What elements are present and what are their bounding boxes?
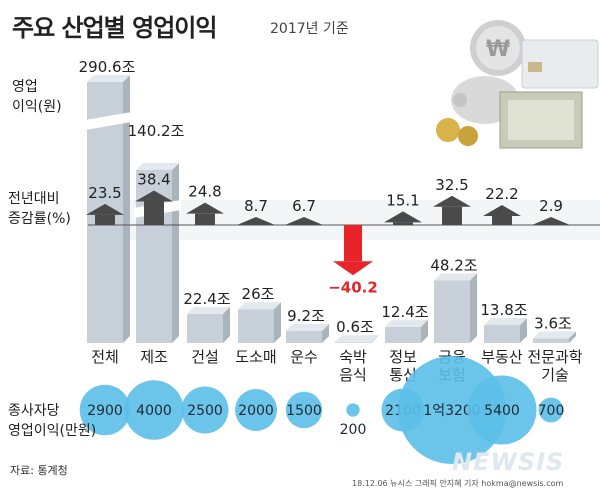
- avg-bubble: [538, 397, 564, 423]
- avg-bubble: [467, 375, 537, 445]
- profit-bar: [434, 273, 477, 343]
- profit-bar: [335, 335, 378, 343]
- avg-bubble: [285, 391, 323, 429]
- profit-bar: [533, 331, 576, 343]
- category-label: 기술: [541, 366, 569, 384]
- avg-bubble: [398, 356, 506, 464]
- change-arrow: [333, 225, 373, 276]
- credit-note: 18.12.06 뉴시스 그래픽 안지혜 기자 hokma@newsis.com: [352, 479, 564, 488]
- profit-bar: [484, 318, 527, 343]
- profit-value-label: 140.2조: [128, 122, 185, 140]
- won-coin-icon: ₩: [486, 37, 510, 62]
- year-note: 2017년 기준: [270, 21, 349, 37]
- avg-bubble: [234, 388, 278, 432]
- change-arrow: [86, 203, 124, 225]
- source-note: 자료: 통계청: [10, 464, 68, 477]
- change-value-label: 6.7: [292, 197, 316, 215]
- profit-value-label: 9.2조: [287, 307, 325, 325]
- change-arrow: [186, 202, 224, 225]
- category-label: 운수: [290, 348, 318, 366]
- category-label: 전문과학: [527, 348, 582, 366]
- avg-label-2: 영업이익(만원): [8, 423, 97, 439]
- avg-bubble: [79, 384, 131, 436]
- profit-value-label: 12.4조: [381, 303, 428, 321]
- profit-value-label: 290.6조: [79, 58, 136, 76]
- profit-bar: [136, 163, 179, 343]
- avg-bubble: [124, 380, 184, 440]
- change-value-label: 8.7: [244, 197, 268, 215]
- profit-bar: [385, 319, 428, 343]
- change-arrow: [433, 195, 471, 225]
- category-label: 도소매: [235, 348, 276, 366]
- profit-value-label: 26조: [242, 285, 275, 303]
- change-arrow: [483, 205, 521, 225]
- avg-value-label: 1500: [286, 403, 322, 419]
- change-value-label: 24.8: [188, 183, 221, 201]
- change-arrow: [384, 211, 422, 225]
- profit-bar: [286, 324, 329, 343]
- category-label: 전체: [91, 348, 119, 366]
- change-arrow: [285, 217, 323, 225]
- profit-label-2: 이익(원): [12, 99, 62, 115]
- avg-value-label: 2900: [87, 403, 123, 419]
- category-label: 음식: [339, 366, 367, 384]
- profit-value-label: 0.6조: [336, 318, 374, 336]
- change-arrow: [135, 190, 173, 225]
- avg-value-label: 2000: [238, 403, 274, 419]
- avg-value-label: 700: [538, 403, 565, 419]
- change-value-label: 32.5: [435, 176, 468, 194]
- category-label: 숙박: [339, 348, 367, 366]
- category-label: 제조: [140, 348, 168, 366]
- change-value-label: 23.5: [88, 184, 121, 202]
- profit-bar: [238, 302, 281, 343]
- category-label: 건설: [191, 348, 219, 366]
- avg-bubble: [181, 386, 229, 434]
- category-label: 부동산: [481, 348, 523, 366]
- category-label: 정보: [389, 348, 417, 366]
- newsis-logo: NEWSIS: [452, 448, 565, 476]
- change-label-2: 증감률(%): [8, 211, 71, 227]
- profit-value-label: 48.2조: [430, 256, 477, 274]
- change-arrow: [237, 217, 275, 225]
- avg-value-label: 1억3200: [423, 403, 480, 419]
- change-value-label: 22.2: [485, 185, 518, 203]
- profit-value-label: 22.4조: [183, 290, 230, 308]
- change-value-label: 2.9: [539, 197, 563, 215]
- change-value-label: −40.2: [328, 278, 378, 296]
- change-value-label: 15.1: [386, 191, 419, 209]
- profit-value-label: 3.6조: [534, 314, 572, 332]
- avg-bubble: [346, 403, 360, 417]
- axis-break: [85, 112, 132, 130]
- avg-value-label: 4000: [136, 403, 172, 419]
- profit-bar: [187, 306, 230, 343]
- change-value-label: 38.4: [137, 170, 170, 188]
- change-label: 전년대비: [8, 191, 60, 207]
- money-illustration: [436, 20, 599, 149]
- profit-label: 영업: [12, 79, 38, 95]
- change-arrow: [532, 217, 570, 225]
- avg-value-label: 2500: [187, 403, 223, 419]
- profit-value-label: 13.8조: [480, 301, 527, 319]
- page-title: 주요 산업별 영업이익: [12, 14, 217, 42]
- avg-value-label: 5400: [484, 403, 520, 419]
- avg-label: 종사자당: [8, 403, 60, 419]
- avg-value-label: 200: [340, 422, 367, 438]
